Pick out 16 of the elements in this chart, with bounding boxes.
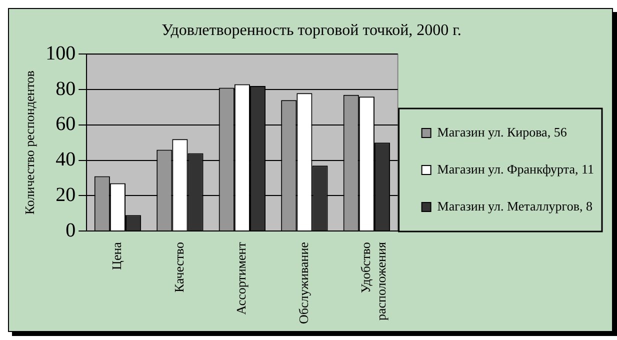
- y-tick-label: 0: [66, 219, 76, 242]
- x-tick-label: Удобство расположения: [358, 242, 389, 321]
- y-axis-title: Количество респондентов: [22, 70, 38, 215]
- legend-label: Магазин ул. Кирова, 56: [437, 124, 568, 140]
- x-tick-label: Обслуживание: [296, 242, 311, 324]
- y-tick-label: 60: [56, 113, 76, 136]
- y-tick-label: 80: [56, 78, 76, 100]
- x-tick-label: Качество: [171, 242, 186, 292]
- x-tick-label: Цена: [109, 242, 124, 270]
- x-tick-label: Ассортимент: [234, 242, 249, 315]
- legend-label: Магазин ул. Франкфурта, 11: [437, 161, 594, 176]
- legend-label: Магазин ул. Металлургов, 8: [437, 198, 592, 214]
- y-tick-label: 100: [46, 42, 76, 64]
- y-tick-label: 40: [56, 148, 76, 171]
- chart-title: Удовлетворенность торговой точкой, 2000 г.: [162, 22, 462, 39]
- y-tick-label: 20: [56, 184, 76, 206]
